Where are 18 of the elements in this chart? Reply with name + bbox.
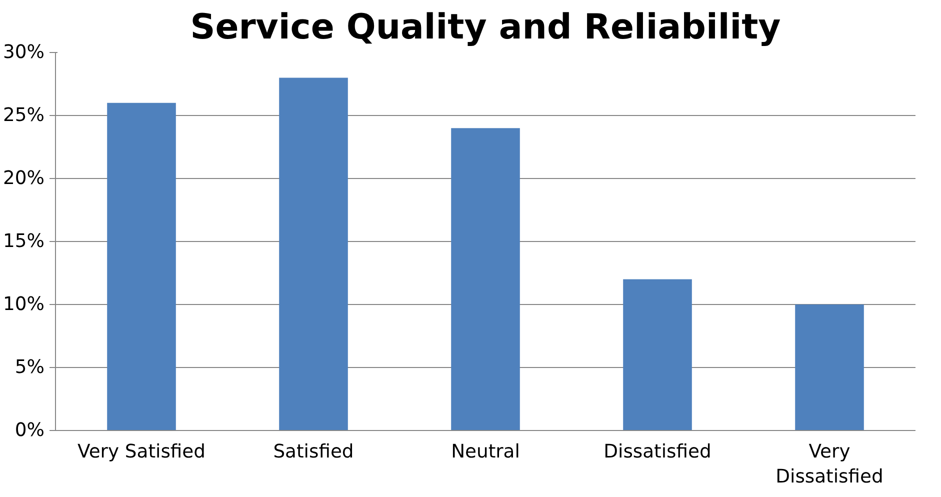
x-tick-label: Dissatisfied	[604, 442, 712, 462]
y-tick-label: 25%	[3, 105, 44, 126]
y-tick-label: 20%	[3, 168, 44, 189]
y-tick-label: 10%	[3, 294, 44, 315]
chart-title: Service Quality and Reliability	[190, 8, 781, 48]
bar	[451, 128, 520, 430]
bar	[279, 78, 348, 430]
bar	[795, 304, 864, 430]
y-tick-label: 15%	[3, 231, 44, 252]
y-tick-label: 5%	[14, 357, 45, 378]
y-tick-label: 0%	[14, 420, 45, 441]
bar	[623, 279, 692, 430]
x-tick-label: Satisfied	[273, 442, 354, 462]
x-tick-label: Very Satisfied	[78, 442, 206, 462]
bar	[107, 102, 176, 430]
x-tick-label: Very Dissatisfied	[776, 442, 884, 488]
x-tick-label: Neutral	[451, 442, 520, 462]
y-tick-label: 30%	[3, 42, 44, 63]
